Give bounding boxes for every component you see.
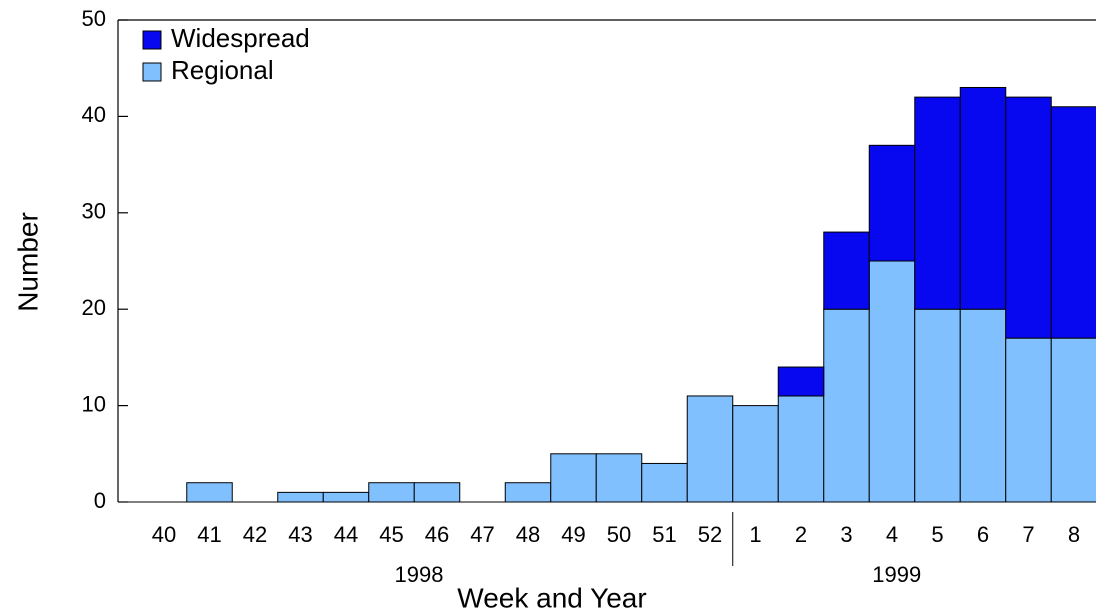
bar-segment	[823, 231, 870, 310]
x-tick-label: 44	[334, 522, 358, 547]
x-tick-label: 46	[425, 522, 449, 547]
year-label: 1998	[395, 562, 444, 587]
x-tick-label: 51	[652, 522, 676, 547]
legend-swatch	[142, 62, 162, 82]
bar-segment	[368, 482, 415, 503]
bar-segment	[777, 395, 825, 503]
y-tick-label: 10	[82, 391, 106, 416]
bar-segment	[1005, 337, 1052, 503]
bar-segment	[686, 395, 734, 503]
bar-segment	[1050, 337, 1096, 503]
bar-segment	[1050, 106, 1096, 339]
x-tick-label: 42	[243, 522, 267, 547]
bar-segment	[959, 86, 1007, 310]
x-tick-label: 7	[1022, 522, 1034, 547]
legend-swatch	[142, 30, 162, 50]
y-tick-label: 30	[82, 199, 106, 224]
bar-segment	[1005, 96, 1052, 339]
y-tick-label: 20	[82, 295, 106, 320]
x-tick-label: 43	[288, 522, 312, 547]
x-tick-label: 49	[561, 522, 585, 547]
x-tick-label: 41	[197, 522, 221, 547]
legend-label: Widespread	[171, 23, 310, 53]
bar-segment	[868, 260, 916, 503]
y-tick-label: 50	[82, 6, 106, 31]
x-tick-label: 48	[516, 522, 540, 547]
bar-segment	[322, 491, 370, 503]
y-axis-label: Number	[12, 212, 43, 312]
bar-segment	[868, 144, 916, 262]
x-tick-label: 52	[698, 522, 722, 547]
bar-segment	[641, 462, 688, 503]
bar-segment	[413, 482, 461, 503]
x-tick-label: 5	[931, 522, 943, 547]
x-tick-label: 50	[607, 522, 631, 547]
bar-segment	[277, 491, 324, 503]
x-tick-label: 4	[886, 522, 898, 547]
bar-segment	[732, 405, 779, 503]
bar-segment	[186, 482, 233, 503]
x-tick-label: 8	[1068, 522, 1080, 547]
x-tick-label: 3	[840, 522, 852, 547]
bar-segment	[823, 308, 870, 503]
bar-segment	[504, 482, 552, 503]
x-tick-label: 2	[795, 522, 807, 547]
x-axis-label: Week and Year	[457, 582, 646, 613]
x-tick-label: 45	[379, 522, 403, 547]
bar-segment	[914, 96, 961, 310]
y-tick-label: 40	[82, 102, 106, 127]
bar-segment	[959, 308, 1007, 503]
year-label: 1999	[872, 562, 921, 587]
legend-label: Regional	[171, 55, 274, 85]
x-tick-label: 6	[977, 522, 989, 547]
x-tick-label: 1	[749, 522, 761, 547]
x-tick-label: 40	[152, 522, 176, 547]
bar-segment	[914, 308, 961, 503]
y-tick-label: 0	[94, 488, 106, 513]
bar-segment	[595, 453, 643, 503]
bar-segment	[550, 453, 597, 503]
x-tick-label: 47	[470, 522, 494, 547]
bar-segment	[777, 366, 825, 397]
